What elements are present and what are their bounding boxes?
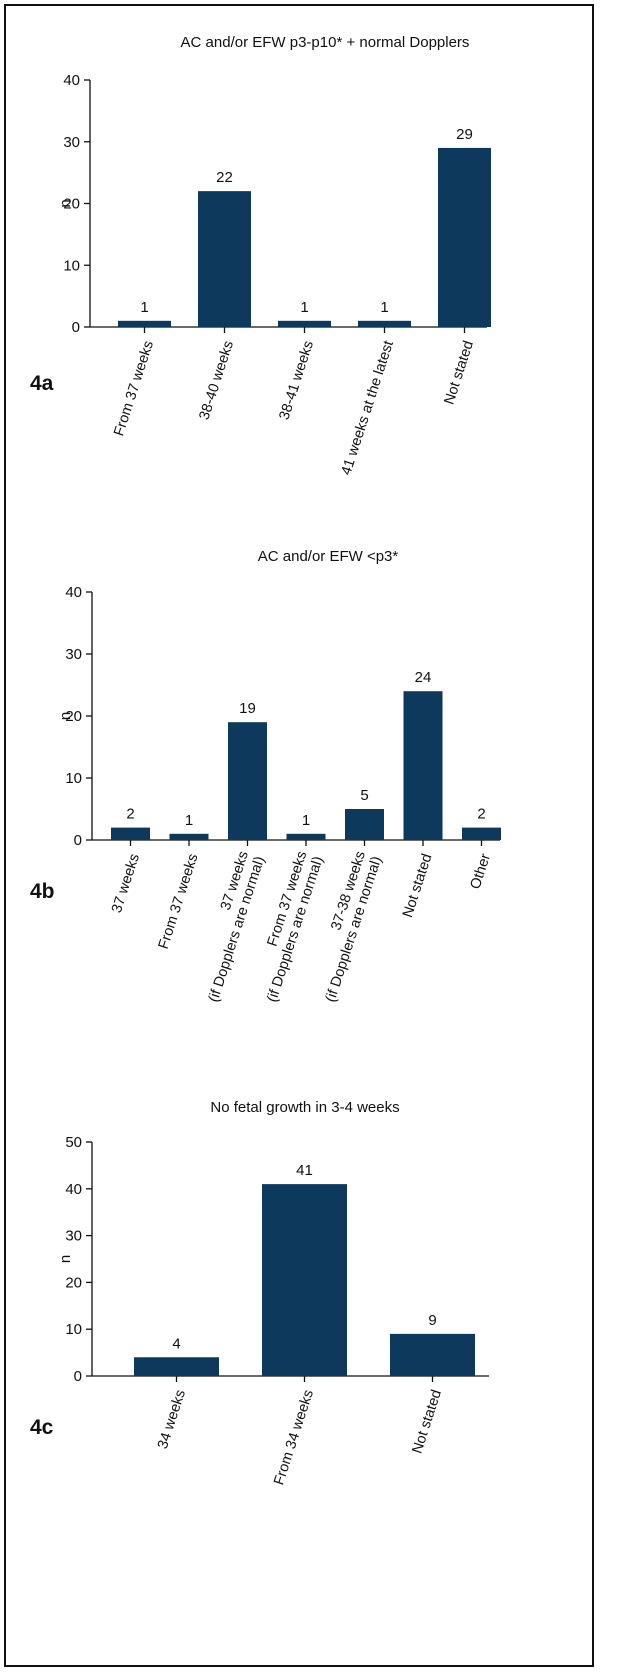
y-axis-label: n bbox=[57, 1255, 74, 1263]
y-tick-label: 10 bbox=[63, 257, 80, 274]
value-label: 24 bbox=[415, 669, 432, 686]
category-label-group: Not stated bbox=[441, 339, 477, 407]
panel-label: 4b bbox=[30, 880, 55, 903]
category-label-group: 38-41 weeks bbox=[276, 339, 317, 422]
value-label: 1 bbox=[302, 812, 310, 829]
category-label-group: 37 weeks(if Dopplers are normal) bbox=[206, 849, 268, 1004]
value-label: 1 bbox=[300, 299, 308, 316]
value-label: 2 bbox=[126, 806, 134, 823]
y-tick-label: 10 bbox=[65, 770, 82, 787]
category-label: From 37 weeks bbox=[111, 339, 157, 438]
y-tick-label: 30 bbox=[63, 134, 80, 151]
category-label-group: From 37 weeks bbox=[111, 339, 157, 438]
y-axis-label: n bbox=[57, 199, 74, 207]
y-tick-label: 30 bbox=[65, 1228, 82, 1245]
category-label: From 34 weeks bbox=[271, 1388, 317, 1487]
bar bbox=[278, 320, 331, 327]
category-label: Other bbox=[468, 852, 494, 892]
y-tick-label: 40 bbox=[65, 584, 82, 601]
category-label-group: 34 weeks bbox=[155, 1388, 189, 1451]
y-tick-label: 20 bbox=[63, 196, 80, 213]
value-label: 1 bbox=[185, 812, 193, 829]
y-tick-label: 40 bbox=[63, 72, 80, 89]
bar bbox=[118, 320, 171, 327]
bar bbox=[111, 827, 150, 840]
bar bbox=[358, 320, 411, 327]
value-label: 1 bbox=[380, 299, 388, 316]
panel-label: 4a bbox=[30, 372, 54, 395]
value-label: 29 bbox=[456, 126, 473, 143]
y-tick-label: 20 bbox=[65, 1274, 82, 1291]
value-label: 22 bbox=[216, 169, 233, 186]
bar bbox=[169, 833, 209, 840]
value-label: 2 bbox=[477, 806, 485, 823]
category-label-group: From 37 weeks bbox=[156, 852, 202, 951]
value-label: 41 bbox=[296, 1162, 313, 1179]
chart-4c: No fetal growth in 3-4 weeks n 0 10 20 30 40 50… bbox=[30, 1099, 489, 1487]
bar bbox=[134, 1357, 219, 1376]
y-tick-label: 20 bbox=[65, 708, 82, 725]
category-label: From 37 weeks bbox=[156, 852, 202, 951]
category-label: Not stated bbox=[441, 339, 477, 407]
value-label: 19 bbox=[239, 700, 256, 717]
category-label-group: Not stated bbox=[409, 1388, 445, 1456]
bar bbox=[403, 691, 443, 840]
y-tick-label: 0 bbox=[74, 1368, 82, 1385]
bar bbox=[462, 827, 501, 840]
bar bbox=[262, 1184, 347, 1376]
category-label: Not stated bbox=[400, 852, 436, 920]
y-tick-label: 30 bbox=[65, 646, 82, 663]
panel-label: 4c bbox=[30, 1416, 54, 1439]
chart-4a: AC and/or EFW p3-p10* + normal Dopplers n… bbox=[30, 34, 491, 477]
category-label: 38-40 weeks bbox=[196, 339, 237, 422]
y-tick-label: 10 bbox=[65, 1321, 82, 1338]
bar bbox=[345, 809, 384, 840]
y-axis-label: n bbox=[57, 712, 74, 720]
bar bbox=[198, 191, 251, 327]
value-label: 1 bbox=[140, 299, 148, 316]
bar bbox=[286, 833, 326, 840]
bar bbox=[228, 722, 267, 840]
y-tick-label: 0 bbox=[74, 832, 82, 849]
category-label-group: Not stated bbox=[400, 852, 436, 920]
bar bbox=[390, 1333, 475, 1376]
category-label-group: 41 weeks at the latest bbox=[339, 339, 398, 477]
category-label: 37 weeks bbox=[109, 852, 143, 915]
chart-title: No fetal growth in 3-4 weeks bbox=[210, 1099, 399, 1116]
category-label-group: From 34 weeks bbox=[271, 1388, 317, 1487]
category-label: 38-41 weeks bbox=[276, 339, 317, 422]
value-label: 5 bbox=[360, 787, 368, 804]
category-label: 34 weeks bbox=[155, 1388, 189, 1451]
chart-4b: AC and/or EFW <p3* n 0 10 20 30 40 2 37 weeks 1 Fr… bbox=[30, 548, 501, 1004]
bar bbox=[438, 147, 491, 327]
category-label-group: 37 weeks bbox=[109, 852, 143, 915]
category-label: 41 weeks at the latest bbox=[339, 339, 398, 477]
category-label-group: Other bbox=[468, 852, 494, 892]
category-label: Not stated bbox=[409, 1388, 445, 1456]
value-label: 9 bbox=[428, 1312, 436, 1329]
value-label: 4 bbox=[172, 1335, 180, 1352]
y-tick-label: 40 bbox=[65, 1181, 82, 1198]
y-tick-label: 50 bbox=[65, 1134, 82, 1151]
chart-title: AC and/or EFW p3-p10* + normal Dopplers bbox=[181, 34, 470, 51]
chart-title: AC and/or EFW <p3* bbox=[258, 548, 399, 565]
category-label-group: 38-40 weeks bbox=[196, 339, 237, 422]
y-tick-label: 0 bbox=[72, 319, 80, 336]
